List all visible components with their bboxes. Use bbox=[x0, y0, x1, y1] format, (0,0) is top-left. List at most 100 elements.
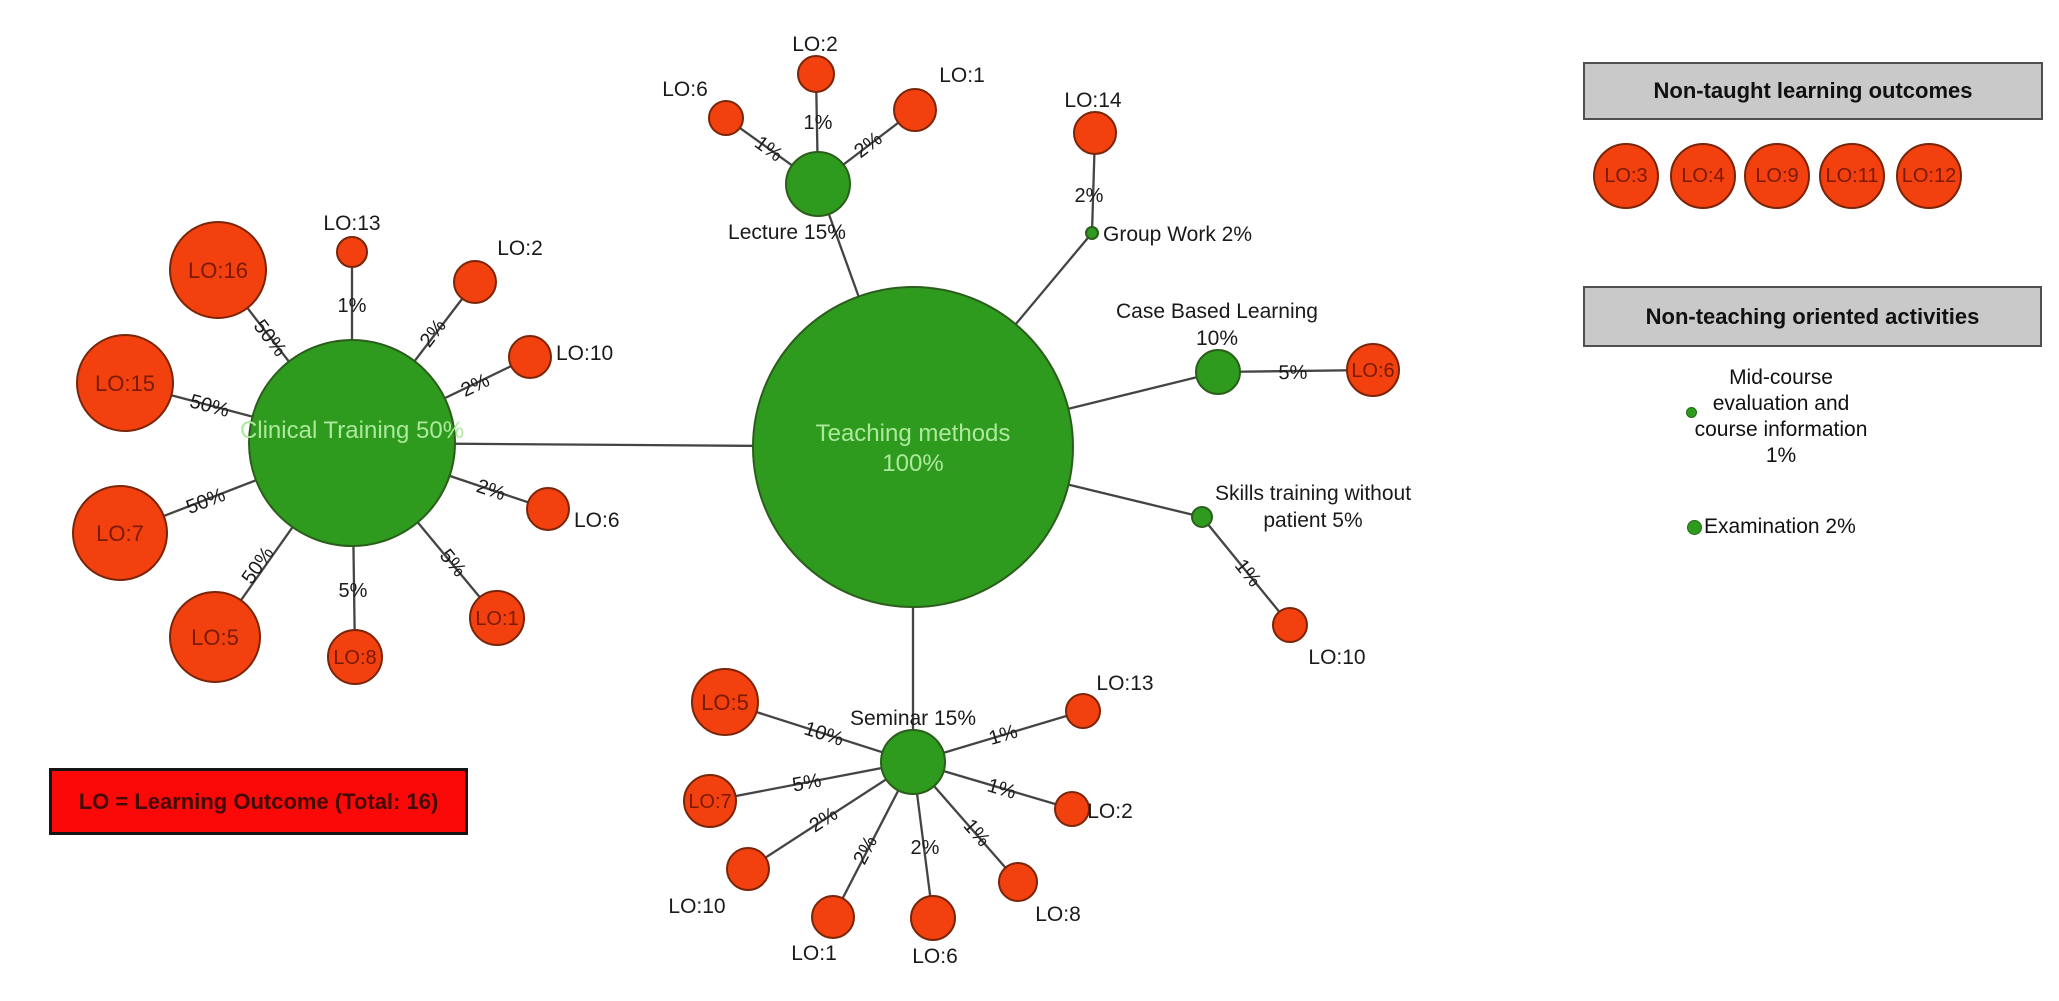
node-label-se-lo10: LO:10 bbox=[668, 895, 725, 918]
mid-course-line-3: course information bbox=[1694, 418, 1868, 441]
node-c-lo13 bbox=[336, 236, 368, 268]
node-label-se-lo13: LO:13 bbox=[1096, 672, 1153, 695]
node-label-c-lo1: LO:1 bbox=[475, 608, 518, 630]
node-label-c-lo10: LO:10 bbox=[556, 342, 613, 365]
node-label-s-lo10: LO:10 bbox=[1308, 646, 1365, 669]
node-label-cbl: Case Based Learning bbox=[1116, 300, 1318, 323]
examination-dot bbox=[1687, 519, 1702, 535]
node-se-lo13 bbox=[1065, 693, 1101, 729]
mid-course-evaluation-label: Mid-course evaluation and course informa… bbox=[1621, 365, 1941, 469]
node-c-lo6 bbox=[526, 487, 570, 531]
node-l-lo1 bbox=[893, 88, 937, 132]
non-teaching-panel-title: Non-teaching oriented activities bbox=[1583, 286, 2042, 347]
edge-label-seminar-se-lo6: 2% bbox=[911, 837, 940, 859]
edge-seminar-se-lo7 bbox=[709, 760, 914, 803]
node-lecture bbox=[785, 151, 851, 217]
mid-course-dot bbox=[1686, 407, 1697, 418]
edge-label-clinical-c-lo10: 2% bbox=[458, 369, 494, 401]
node-g-lo14 bbox=[1073, 111, 1117, 155]
node-groupwork bbox=[1085, 226, 1099, 240]
node-c-lo16 bbox=[169, 221, 267, 319]
node-se-lo7 bbox=[683, 774, 737, 828]
node-label-c-lo15: LO:15 bbox=[95, 371, 155, 396]
edge-label-groupwork-g-lo14: 2% bbox=[1075, 185, 1104, 207]
node-cb-lo6 bbox=[1346, 343, 1400, 397]
node-label-c-lo8: LO:8 bbox=[333, 647, 376, 669]
node-se-lo8 bbox=[998, 862, 1038, 902]
node-label-c-lo5: LO:5 bbox=[191, 625, 239, 650]
node-c-lo7 bbox=[72, 485, 168, 581]
non-taught-outcome-lo9: LO:9 bbox=[1744, 143, 1810, 209]
node-label-se-lo2: LO:2 bbox=[1087, 800, 1133, 823]
edge-label-seminar-se-lo10: 2% bbox=[806, 803, 842, 837]
node-c-lo8 bbox=[327, 629, 383, 685]
node-label-se-lo5: LO:5 bbox=[701, 690, 749, 715]
node-l-lo6 bbox=[708, 100, 744, 136]
non-taught-outcome-lo4: LO:4 bbox=[1670, 143, 1736, 209]
node-c-lo10 bbox=[508, 335, 552, 379]
node-label-teaching: 100% bbox=[882, 450, 943, 477]
node-label-skills: Skills training without bbox=[1215, 482, 1411, 505]
node-clinical bbox=[248, 339, 456, 547]
mid-course-line-1: Mid-course bbox=[1729, 366, 1833, 389]
node-s-lo10 bbox=[1272, 607, 1308, 643]
node-c-lo5 bbox=[169, 591, 261, 683]
edge-label-clinical-c-lo15: 50% bbox=[187, 390, 232, 422]
edge-label-seminar-se-lo1: 2% bbox=[849, 832, 882, 868]
edge-label-seminar-se-lo7: 5% bbox=[791, 770, 824, 797]
node-label-seminar: Seminar 15% bbox=[850, 707, 976, 730]
node-l-lo2 bbox=[797, 55, 835, 93]
node-label-g-lo14: LO:14 bbox=[1064, 89, 1122, 112]
edge-label-seminar-se-lo5: 10% bbox=[801, 718, 846, 751]
node-seminar bbox=[880, 729, 946, 795]
edge-label-seminar-se-lo13: 1% bbox=[986, 721, 1020, 750]
node-c-lo1 bbox=[469, 590, 525, 646]
node-label-se-lo8: LO:8 bbox=[1035, 903, 1081, 926]
node-c-lo15 bbox=[76, 334, 174, 432]
edge-skills-s-lo10 bbox=[1201, 516, 1291, 626]
edge-label-skills-s-lo10: 1% bbox=[1230, 555, 1265, 591]
edge-label-seminar-se-lo2: 1% bbox=[985, 775, 1019, 804]
node-label-c-lo16: LO:16 bbox=[188, 258, 248, 283]
edge-label-lecture-l-lo2: 1% bbox=[804, 112, 833, 134]
node-label-c-lo13: LO:13 bbox=[323, 212, 380, 235]
node-label-cb-lo6: LO:6 bbox=[1351, 360, 1394, 382]
edge-label-cbl-cb-lo6: 5% bbox=[1278, 362, 1307, 384]
node-label-c-lo6: LO:6 bbox=[574, 509, 620, 532]
node-label-c-lo2: LO:2 bbox=[497, 237, 543, 260]
non-taught-outcome-lo3: LO:3 bbox=[1593, 143, 1659, 209]
examination-item: Examination 2% bbox=[1687, 515, 1856, 539]
node-label-skills: patient 5% bbox=[1263, 509, 1362, 532]
edge-label-lecture-l-lo6: 1% bbox=[750, 132, 786, 167]
node-se-lo2 bbox=[1054, 791, 1090, 827]
node-teaching bbox=[752, 286, 1074, 608]
node-se-lo5 bbox=[691, 668, 759, 736]
mid-course-line-2: evaluation and bbox=[1712, 392, 1850, 415]
node-skills bbox=[1191, 506, 1213, 528]
non-taught-outcome-lo11: LO:11 bbox=[1819, 143, 1885, 209]
edge-label-clinical-c-lo6: 2% bbox=[474, 475, 509, 505]
node-cbl bbox=[1195, 349, 1241, 395]
node-label-se-lo6: LO:6 bbox=[912, 945, 958, 968]
node-se-lo1 bbox=[811, 895, 855, 939]
node-se-lo10 bbox=[726, 847, 770, 891]
node-label-cbl: 10% bbox=[1196, 327, 1238, 350]
node-se-lo6 bbox=[910, 895, 956, 941]
node-label-teaching: Teaching methods bbox=[816, 420, 1011, 447]
edge-label-clinical-c-lo5: 50% bbox=[238, 543, 279, 589]
edge-label-clinical-c-lo8: 5% bbox=[339, 580, 368, 602]
non-taught-panel-title: Non-taught learning outcomes bbox=[1583, 62, 2043, 120]
examination-label: Examination 2% bbox=[1704, 515, 1856, 538]
edge-label-clinical-c-lo13: 1% bbox=[338, 295, 367, 317]
node-label-l-lo1: LO:1 bbox=[939, 64, 985, 87]
node-label-lecture: Lecture 15% bbox=[728, 221, 846, 244]
lo-legend-box: LO = Learning Outcome (Total: 16) bbox=[49, 768, 468, 835]
node-label-groupwork: Group Work 2% bbox=[1103, 223, 1252, 246]
node-label-l-lo6: LO:6 bbox=[662, 78, 708, 101]
edge-label-clinical-c-lo7: 50% bbox=[183, 484, 228, 519]
node-label-se-lo7: LO:7 bbox=[688, 791, 731, 813]
node-label-se-lo1: LO:1 bbox=[791, 942, 837, 965]
mid-course-line-4: 1% bbox=[1765, 444, 1797, 467]
